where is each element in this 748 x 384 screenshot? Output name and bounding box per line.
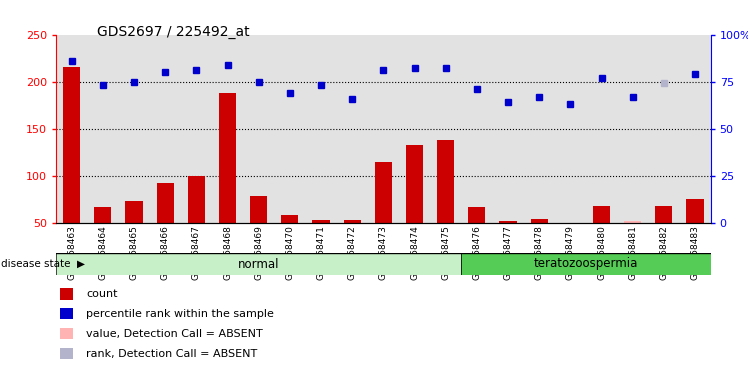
Bar	[462, 253, 711, 275]
Text: teratozoospermia: teratozoospermia	[534, 258, 638, 270]
Bar	[649, 35, 679, 223]
Bar	[500, 221, 517, 223]
Text: rank, Detection Call = ABSENT: rank, Detection Call = ABSENT	[86, 349, 257, 359]
Bar	[492, 35, 524, 223]
Bar	[679, 35, 711, 223]
Text: normal: normal	[238, 258, 280, 270]
Bar	[188, 176, 205, 223]
Bar	[368, 35, 399, 223]
Bar	[406, 145, 423, 223]
Text: count: count	[86, 289, 117, 299]
Bar	[524, 35, 555, 223]
Bar	[468, 207, 485, 223]
Bar	[156, 183, 174, 223]
Bar	[94, 207, 111, 223]
Bar	[375, 162, 392, 223]
Bar	[430, 35, 462, 223]
Bar	[126, 201, 143, 223]
Bar	[305, 35, 337, 223]
Bar	[437, 140, 454, 223]
Bar	[118, 35, 150, 223]
Bar	[655, 206, 672, 223]
Text: GDS2697 / 225492_at: GDS2697 / 225492_at	[97, 25, 250, 39]
Bar	[275, 35, 305, 223]
Bar	[88, 35, 118, 223]
Bar	[56, 253, 462, 275]
Bar	[530, 219, 548, 223]
Text: disease state  ▶: disease state ▶	[1, 259, 85, 269]
Bar	[212, 35, 243, 223]
Bar	[586, 35, 617, 223]
Bar	[399, 35, 430, 223]
Bar	[181, 35, 212, 223]
Bar	[687, 199, 704, 223]
Bar	[313, 220, 330, 223]
Bar	[617, 35, 649, 223]
Bar	[56, 35, 88, 223]
Bar	[337, 35, 368, 223]
Bar	[243, 35, 275, 223]
Bar	[63, 68, 80, 223]
Text: value, Detection Call = ABSENT: value, Detection Call = ABSENT	[86, 329, 263, 339]
Bar	[150, 35, 181, 223]
Bar	[343, 220, 361, 223]
Bar	[250, 196, 267, 223]
Bar	[593, 206, 610, 223]
Bar	[219, 93, 236, 223]
Bar	[555, 35, 586, 223]
Text: percentile rank within the sample: percentile rank within the sample	[86, 309, 274, 319]
Bar	[281, 215, 298, 223]
Bar	[624, 221, 641, 223]
Bar	[462, 35, 492, 223]
